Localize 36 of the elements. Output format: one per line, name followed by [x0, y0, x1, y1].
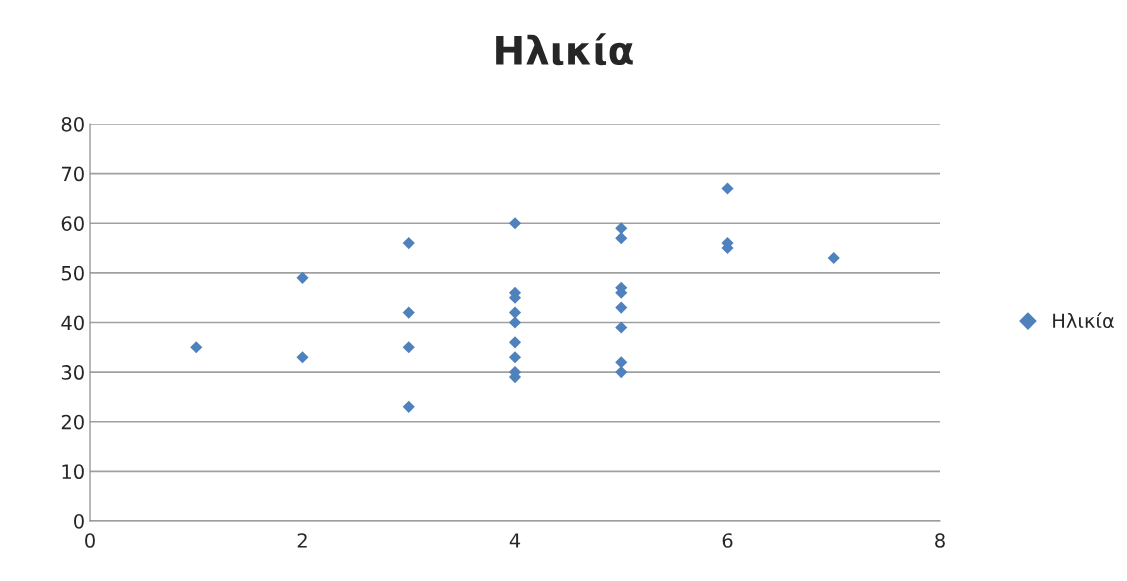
- point: [615, 222, 628, 235]
- x-tick-label: 4: [509, 533, 521, 548]
- point: [615, 301, 628, 314]
- x-tick-label: 8: [935, 533, 945, 548]
- point: [508, 217, 522, 230]
- y-tick-label: 20: [61, 414, 84, 430]
- point: [615, 232, 628, 245]
- point: [615, 366, 628, 379]
- point: [402, 237, 415, 250]
- point: [402, 400, 415, 413]
- point: [508, 336, 522, 349]
- point: [615, 321, 628, 334]
- point: [190, 341, 203, 354]
- y-tick-label: 50: [61, 265, 84, 281]
- y-tick-label: 80: [61, 116, 84, 132]
- point: [508, 351, 522, 364]
- y-tick-label: 60: [61, 216, 84, 231]
- legend-label: Ηλικία: [1053, 312, 1114, 329]
- point: [402, 306, 415, 319]
- x-tick-label: 6: [722, 533, 733, 548]
- x-tick-label: 0: [85, 533, 95, 548]
- y-tick-label: 0: [74, 513, 84, 529]
- chart-title: Ηλικία: [496, 33, 633, 66]
- point: [296, 351, 309, 364]
- point: [402, 341, 415, 354]
- point: [508, 316, 522, 329]
- point: [508, 306, 522, 319]
- y-tick-label: 10: [62, 464, 84, 480]
- point: [296, 271, 309, 284]
- y-tick-label: 70: [61, 166, 84, 182]
- y-tick-label: 30: [61, 365, 84, 380]
- point: [615, 356, 628, 369]
- point: [827, 251, 840, 265]
- y-tick-label: 40: [61, 315, 84, 331]
- x-tick-label: 2: [297, 533, 307, 548]
- point: [721, 182, 734, 195]
